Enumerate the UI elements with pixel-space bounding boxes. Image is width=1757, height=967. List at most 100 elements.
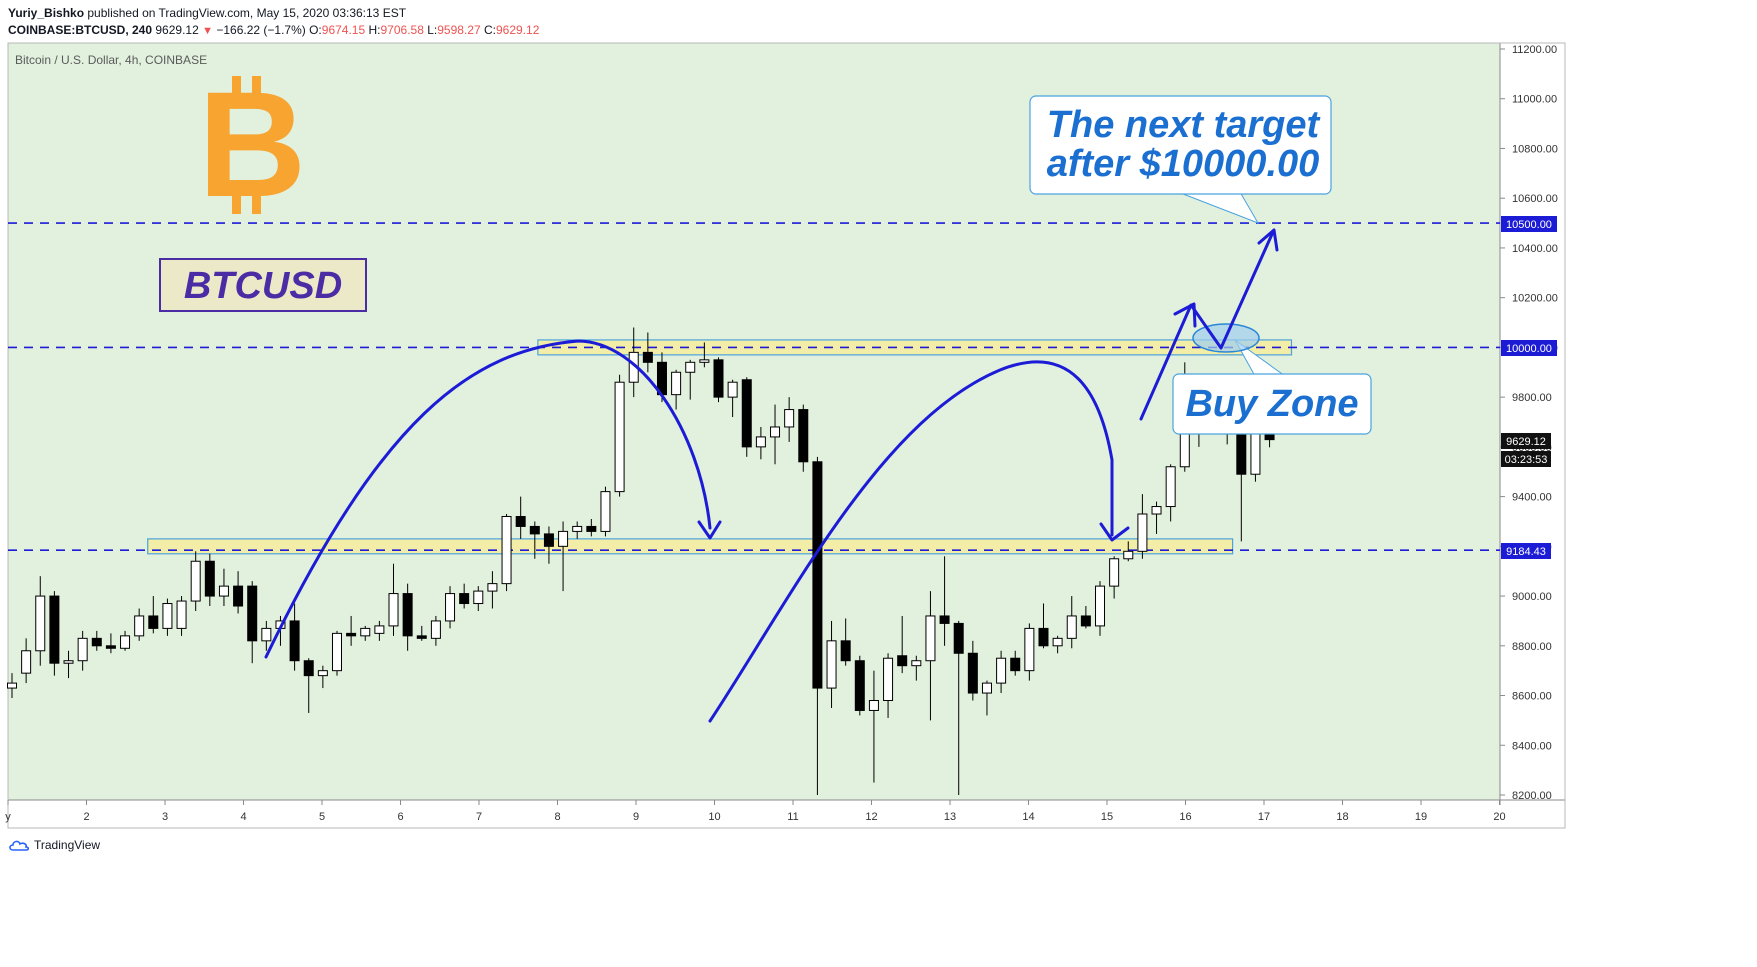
candle	[1151, 501, 1162, 534]
x-tick-label: 11	[787, 811, 798, 823]
candle-body	[331, 632, 342, 672]
y-tick-label: 11200.00	[1512, 44, 1557, 56]
candle-body	[741, 379, 752, 448]
tag-10500-text: 10500.00	[1506, 219, 1552, 231]
open-label: O:	[309, 23, 322, 37]
x-tick-label: 15	[1101, 811, 1113, 823]
candle-body	[1024, 627, 1035, 672]
x-tick-label: 16	[1179, 811, 1191, 823]
x-tick-label: 14	[1022, 811, 1034, 823]
candle	[346, 615, 357, 646]
candle	[1066, 596, 1077, 649]
x-tick-label: 8	[554, 811, 560, 823]
x-tick-label: 12	[865, 811, 877, 823]
candle-body	[981, 682, 992, 694]
footer-brand[interactable]: TradingView	[8, 838, 100, 852]
arc-left	[264, 339, 712, 659]
candle	[1052, 635, 1063, 654]
candle	[162, 598, 173, 636]
candle-body	[289, 620, 300, 662]
candle	[21, 638, 32, 684]
bitcoin-logo-bar-top-right	[252, 76, 261, 98]
candle-body	[190, 560, 201, 602]
y-tick-label: 9000.00	[1512, 591, 1552, 603]
btcusd-box	[159, 258, 367, 312]
candle-body	[586, 525, 597, 532]
candle-body	[840, 640, 851, 662]
bitcoin-logo-bar-top-left	[232, 76, 241, 98]
candle-body	[1137, 513, 1148, 552]
price-tags: 10500.00 10000.00 9629.12 03:23:53 9184.…	[1501, 216, 1557, 559]
candle	[1123, 541, 1134, 562]
publish-header: Yuriy_Bishko published on TradingView.co…	[8, 6, 406, 20]
x-tick-label: 13	[944, 811, 956, 823]
candle	[35, 576, 46, 666]
arc-right	[708, 360, 1114, 723]
candle-body	[925, 615, 936, 662]
candle-body	[49, 595, 60, 664]
candle-body	[148, 615, 159, 629]
candle	[925, 591, 936, 721]
candle	[1010, 650, 1021, 676]
candle	[388, 563, 399, 636]
price-change: −166.22 (−1.7%)	[216, 23, 306, 37]
candle	[868, 670, 879, 783]
tag-9184-bg	[1501, 543, 1551, 559]
candle-body	[770, 426, 781, 438]
candle-body	[487, 583, 498, 592]
x-tick-label: 18	[1336, 811, 1348, 823]
candle-body	[204, 560, 215, 597]
y-tick-label: 8400.00	[1512, 740, 1552, 752]
candle	[445, 586, 456, 629]
candle-body	[21, 650, 32, 674]
buy-zone-text: Buy Zone	[1185, 383, 1358, 425]
candle	[854, 655, 865, 716]
down-arrow-icon: ▼	[202, 25, 213, 37]
candle	[1038, 603, 1049, 649]
candle	[755, 426, 766, 460]
candle	[331, 630, 342, 676]
candle	[1137, 494, 1148, 559]
candle-body	[459, 593, 470, 605]
candle	[473, 586, 484, 611]
candle	[784, 397, 795, 442]
candle	[685, 359, 696, 400]
candle-body	[996, 657, 1007, 684]
candle-body	[35, 595, 46, 652]
candle	[91, 630, 102, 651]
candle-body	[699, 359, 710, 363]
candle	[501, 514, 512, 592]
candle	[63, 650, 74, 679]
candle	[430, 615, 441, 646]
candle-body	[1010, 657, 1021, 672]
author-name[interactable]: Yuriy_Bishko	[8, 6, 85, 20]
arrow-head-down-right	[1099, 522, 1130, 542]
x-tick-label: 4	[240, 811, 246, 823]
candle	[317, 665, 328, 689]
low-label: L:	[427, 23, 438, 37]
candle	[798, 404, 809, 472]
chart-frame	[7, 42, 1566, 829]
candle	[1095, 581, 1106, 636]
candle-body	[134, 615, 145, 637]
bitcoin-logo: B	[198, 60, 306, 228]
candle-body	[642, 351, 653, 363]
open-value: 9674.15	[321, 23, 366, 37]
high-label: H:	[368, 23, 381, 37]
tag-last-text: 9629.12	[1506, 436, 1546, 448]
candle	[713, 357, 724, 403]
candle-body	[1066, 615, 1077, 639]
candle-body	[1052, 637, 1063, 647]
candle-body	[1151, 506, 1162, 515]
tag-last-bg	[1501, 433, 1551, 449]
tag-9184-text: 9184.43	[1506, 546, 1546, 558]
candle	[487, 571, 498, 609]
candle	[558, 521, 569, 592]
time-axis[interactable]: y 2 3 4 5 6 7 8 9 10 11 12 13 14 15 16 17 18 19 20	[5, 800, 1506, 823]
close-label: C:	[483, 23, 496, 37]
candle	[218, 568, 229, 607]
candle-body	[727, 381, 738, 398]
zones-layer	[147, 339, 1293, 555]
high-value: 9706.58	[380, 23, 424, 37]
